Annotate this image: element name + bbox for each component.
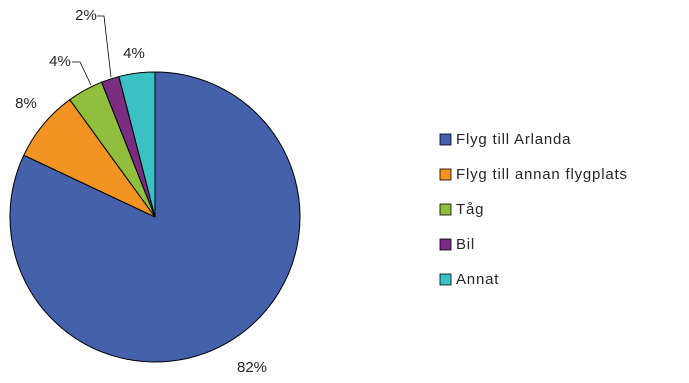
leader-line-2 [72, 61, 92, 86]
leader-lines [72, 15, 112, 86]
pie-slices [9, 71, 301, 363]
legend: Flyg till Arlanda Flyg till annan flygpla… [439, 131, 628, 288]
legend-label-4: Annat [456, 271, 499, 288]
legend-label-3: Bil [456, 236, 475, 253]
legend-swatch-1 [439, 168, 452, 181]
legend-label-1: Flyg till annan flygplats [456, 166, 628, 183]
legend-swatch-3 [439, 238, 452, 251]
leader-line-3 [97, 15, 112, 78]
legend-swatch-0 [439, 133, 452, 146]
data-labels: 82% 8% 4% 2% 4% [15, 7, 267, 376]
slice-4 [118, 71, 156, 218]
legend-swatch-4 [439, 273, 452, 286]
data-label-3: 2% [75, 7, 97, 24]
legend-swatch-2 [439, 203, 452, 216]
legend-label-2: Tåg [456, 201, 484, 218]
data-label-0: 82% [237, 359, 267, 376]
data-label-4: 4% [123, 45, 145, 62]
data-label-2: 4% [49, 53, 71, 70]
legend-label-0: Flyg till Arlanda [456, 131, 571, 148]
data-label-1: 8% [15, 95, 37, 112]
